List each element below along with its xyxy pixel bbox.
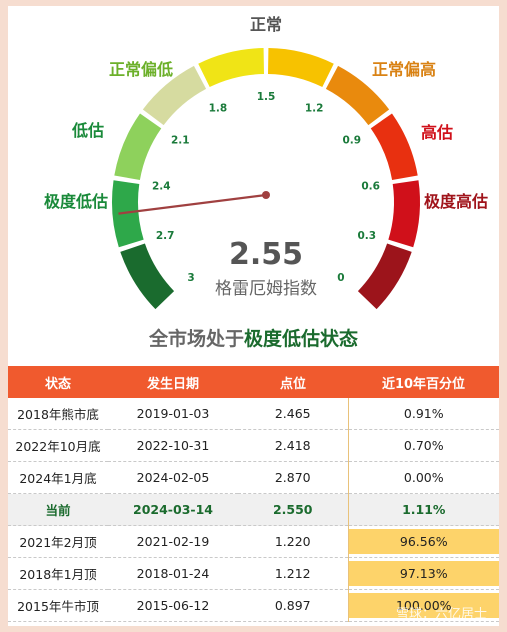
gauge-tick-label: 3 [187, 272, 194, 284]
cell-date: 2024-02-05 [108, 461, 238, 494]
gauge-tick-label: 2.7 [156, 230, 175, 242]
gauge-label: 格雷厄姆指数 [215, 279, 317, 299]
gauge-needle-hub [262, 191, 270, 199]
cell-date: 2018-01-24 [108, 557, 238, 590]
gauge-tick-label: 0 [337, 272, 344, 284]
table-header-row: 状态 发生日期 点位 近10年百分位 [8, 366, 499, 398]
cell-point: 2.870 [238, 461, 348, 494]
cell-state: 2021年2月顶 [8, 525, 108, 558]
percentile-bar: 1.11% [402, 502, 446, 517]
percentile-bar: 96.56% [348, 529, 499, 554]
cell-state: 2015年牛市顶 [8, 589, 108, 622]
cell-percentile: 0.70% [347, 429, 499, 462]
gauge-zone-label: 极度高估 [424, 192, 488, 211]
cell-date: 2019-01-03 [108, 398, 238, 430]
gauge-segment [112, 180, 144, 248]
cell-state: 2018年熊市底 [8, 398, 108, 430]
cell-date: 2015-06-12 [108, 589, 238, 622]
gauge-segment [370, 113, 418, 180]
gauge-zone-label: 低估 [71, 121, 104, 140]
gauge-tick-label: 0.3 [358, 230, 377, 242]
cell-state: 2024年1月底 [8, 461, 108, 494]
gauge-segment [114, 113, 162, 180]
gauge-zone-label: 极度低估 [44, 192, 108, 211]
table-row: 2018年熊市底 2019-01-03 2.465 0.91% [8, 398, 499, 430]
gauge-tick-label: 1.5 [257, 91, 276, 103]
gauge-segment [198, 48, 264, 88]
header-date: 发生日期 [108, 366, 238, 398]
cell-point: 1.220 [238, 525, 348, 558]
header-state: 状态 [8, 366, 108, 398]
gauge-segment [325, 65, 390, 126]
gauge-needle [118, 193, 267, 215]
history-table: 状态 发生日期 点位 近10年百分位 2018年熊市底 2019-01-03 2.4… [8, 366, 499, 622]
cell-date: 2022-10-31 [108, 429, 238, 462]
cell-percentile: 0.00% [347, 461, 499, 494]
cell-percentile: 96.56% [347, 525, 499, 558]
header-point: 点位 [238, 366, 348, 398]
header-percentile: 近10年百分位 [348, 366, 499, 398]
gauge-segment [388, 180, 420, 248]
gauge-value: 2.55 [229, 237, 303, 272]
valuation-card: 3 2.7 2.4 2.1 1.8 1.5 1.2 0.9 0.6 0.3 0 极度低估 低估 正常偏低 正… [8, 6, 499, 626]
gauge-segment [142, 65, 207, 126]
gauge-segment [120, 243, 175, 310]
cell-state: 2018年1月顶 [8, 557, 108, 590]
cell-state: 2022年10月底 [8, 429, 108, 462]
status-line: 全市场处于极度低估状态 [8, 324, 499, 351]
cell-point: 2.418 [238, 429, 348, 462]
cell-point: 2.465 [238, 398, 348, 430]
percentile-bar: 0.91% [403, 406, 444, 421]
gauge-zone-label: 正常 [250, 15, 282, 34]
percentile-bar: 0.70% [403, 438, 444, 453]
gauge-zone-label: 高估 [421, 123, 453, 142]
gauge-segment [357, 243, 412, 310]
gauge-segment [268, 48, 334, 88]
status-highlight: 极度低估状态 [244, 328, 359, 350]
gauge-chart: 3 2.7 2.4 2.1 1.8 1.5 1.2 0.9 0.6 0.3 0 极度低估 低估 正常偏低 正… [44, 15, 488, 310]
table-row: 2021年2月顶 2021-02-19 1.220 96.56% [8, 525, 499, 558]
cell-point: 2.550 [238, 493, 348, 526]
gauge-tick-label: 1.8 [209, 103, 228, 115]
gauge-zone-label: 正常偏低 [109, 60, 173, 79]
cell-percentile: 0.91% [347, 398, 499, 430]
gauge-tick-label: 0.9 [342, 135, 361, 147]
cell-date: 2021-02-19 [108, 525, 238, 558]
cell-percentile: 1.11% [347, 493, 499, 526]
percentile-bar: 100.00% [348, 593, 499, 618]
cell-date: 2024-03-14 [108, 493, 238, 526]
gauge-tick-label: 0.6 [361, 180, 380, 192]
gauge-tick-label: 2.4 [152, 180, 171, 192]
table-row: 2024年1月底 2024-02-05 2.870 0.00% [8, 461, 499, 494]
gauge-tick-label: 2.1 [171, 135, 190, 147]
cell-point: 0.897 [238, 589, 348, 622]
cell-percentile: 97.13% [347, 557, 499, 590]
percentile-bar: 97.13% [348, 561, 499, 586]
gauge-zone-label: 正常偏高 [372, 60, 436, 79]
cell-state: 当前 [8, 493, 108, 526]
percentile-bar: 0.00% [403, 470, 444, 485]
status-prefix: 全市场处于 [148, 328, 244, 350]
gauge-tick-label: 1.2 [305, 103, 324, 115]
table-row: 2018年1月顶 2018-01-24 1.212 97.13% [8, 557, 499, 590]
table-row: 当前 2024-03-14 2.550 1.11% [8, 493, 499, 526]
table-row: 2015年牛市顶 2015-06-12 0.897 100.00% [8, 589, 499, 622]
table-row: 2022年10月底 2022-10-31 2.418 0.70% [8, 429, 499, 462]
cell-percentile: 100.00% [347, 589, 499, 622]
cell-point: 1.212 [238, 557, 348, 590]
watermark: 雪球：六亿居士 [395, 607, 487, 622]
